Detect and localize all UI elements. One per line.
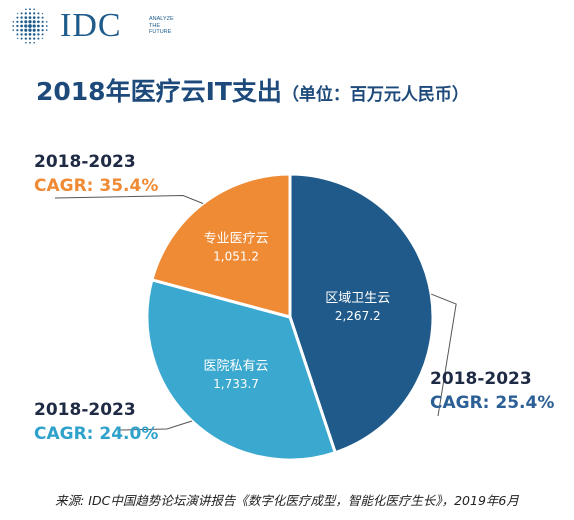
chart-title-main: 2018年医疗云IT支出 — [36, 77, 282, 106]
cagr-rate: CAGR: 25.4% — [430, 393, 555, 413]
leader-line-regional — [430, 293, 457, 417]
source-note: 来源: IDC中国趋势论坛演讲报告《数字化医疗成型，智能化医疗生长》，2019年… — [55, 493, 519, 508]
idc-globe-icon — [12, 8, 48, 44]
cagr-period: 2018-2023 — [34, 400, 136, 420]
slice-value-professional: 1,051.2 — [213, 250, 259, 264]
slice-label-regional: 区域卫生云 — [325, 291, 390, 306]
cagr-label-professional: 2018-2023 CAGR: 35.4% — [34, 150, 158, 198]
slice-value-hospital: 1,733.7 — [213, 377, 259, 391]
leader-line-hospital — [119, 420, 193, 431]
slice-label-professional: 专业医疗云 — [204, 232, 269, 247]
leader-line-professional — [54, 194, 204, 204]
pie-chart: 区域卫生云 2,267.2 医院私有云 1,733.7 专业医疗云 1,051.2 — [54, 172, 457, 462]
slice-value-regional: 2,267.2 — [335, 309, 381, 323]
pie-slice-regional — [288, 172, 435, 455]
slice-label-hospital: 医院私有云 — [204, 359, 269, 374]
cagr-rate: CAGR: 35.4% — [34, 176, 159, 196]
tagline-line: ANALYZE — [149, 16, 174, 22]
cagr-rate: CAGR: 24.0% — [34, 424, 159, 444]
logo-tagline: ANALYZE THE FUTURE — [149, 16, 209, 36]
idc-logo: IDC ANALYZE THE FUTURE — [8, 6, 208, 46]
cagr-period: 2018-2023 — [34, 152, 136, 172]
chart-title: 2018年医疗云IT支出（单位：百万元人民币） — [36, 72, 469, 108]
logo-wordmark: IDC — [60, 7, 122, 44]
cagr-label-hospital: 2018-2023 CAGR: 24.0% — [34, 398, 158, 446]
tagline-line: FUTURE — [149, 29, 172, 35]
cagr-label-regional: 2018-2023 CAGR: 25.4% — [430, 367, 554, 415]
pie-slice-hospital — [145, 277, 338, 462]
cagr-period: 2018-2023 — [430, 369, 532, 389]
tagline-line: THE — [149, 22, 160, 29]
chart-title-unit: （单位：百万元人民币） — [281, 85, 469, 105]
pie-slice-professional — [150, 172, 292, 319]
